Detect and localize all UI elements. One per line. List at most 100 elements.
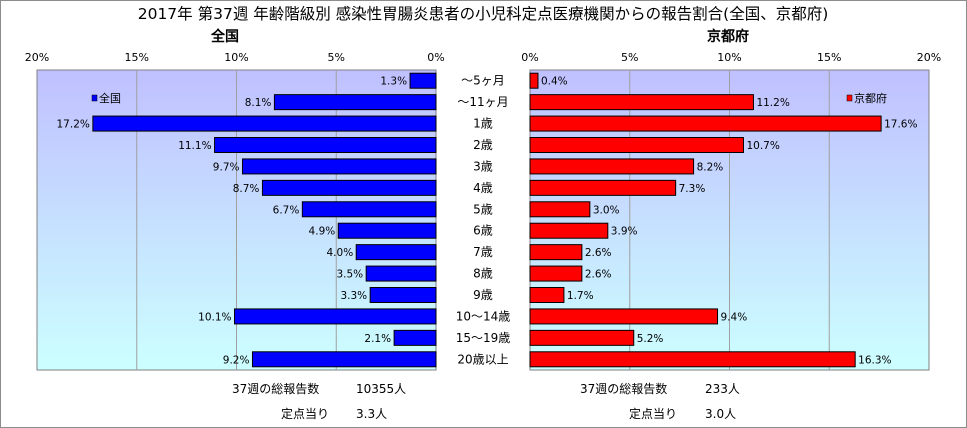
chart-title: 2017年 第37週 年齢階級別 感染性胃腸炎患者の小児科定点医療機関からの報告… <box>138 5 829 23</box>
left-bar <box>234 308 437 325</box>
right-data-label: 3.9% <box>611 226 638 238</box>
right-tick-label: 10% <box>717 51 741 64</box>
right-tick-label: 15% <box>817 51 841 64</box>
left-bar <box>251 351 437 368</box>
left-tick-label: 15% <box>125 51 149 64</box>
left-data-label: 10.1% <box>198 311 231 323</box>
right-data-label: 5.2% <box>637 333 664 345</box>
category-label: 5歳 <box>473 202 493 216</box>
nation-total-value: 10355人 <box>356 382 406 396</box>
left-bar <box>301 201 437 218</box>
right-bar <box>529 244 583 261</box>
left-data-label: 11.1% <box>178 140 211 152</box>
category-label: 2歳 <box>473 138 493 152</box>
kyoto-per-value: 3.0人 <box>705 407 736 421</box>
right-data-label: 3.0% <box>593 204 620 216</box>
right-data-label: 9.4% <box>721 311 748 323</box>
left-bar <box>337 222 437 239</box>
right-data-label: 2.6% <box>585 269 612 281</box>
right-tick-label: 5% <box>621 51 638 64</box>
left-bar <box>214 137 437 153</box>
left-bar <box>365 265 437 282</box>
left-tick-label: 0% <box>427 51 444 64</box>
category-label: 3歳 <box>473 159 493 173</box>
right-bar <box>529 94 754 111</box>
left-bar <box>92 115 437 132</box>
right-bar <box>529 179 677 196</box>
left-data-label: 9.7% <box>213 161 240 173</box>
left-legend-swatch <box>91 94 98 102</box>
category-label: 10～14歳 <box>456 309 511 323</box>
category-label: 7歳 <box>473 245 493 259</box>
left-data-label: 6.7% <box>273 204 300 216</box>
left-data-label: 2.1% <box>364 333 391 345</box>
nation-per-label: 定点当り <box>281 406 329 421</box>
right-bar <box>529 137 744 153</box>
right-data-label: 17.6% <box>884 119 917 131</box>
right-data-label: 16.3% <box>858 354 891 366</box>
right-bar <box>529 265 583 282</box>
left-data-label: 3.3% <box>340 290 367 302</box>
category-label: 6歳 <box>473 224 493 238</box>
right-panel-title: 京都府 <box>707 28 749 45</box>
category-label: 8歳 <box>473 267 493 281</box>
right-bar <box>529 287 565 303</box>
category-label: 20歳以上 <box>457 352 508 366</box>
left-tick-label: 20% <box>25 51 49 64</box>
nation-per-value: 3.3人 <box>356 407 387 421</box>
kyoto-per-label: 定点当り <box>629 406 677 421</box>
left-bar <box>393 329 437 346</box>
kyoto-total-value: 233人 <box>705 382 740 396</box>
category-label: 15～19歳 <box>456 331 511 345</box>
right-bar <box>529 308 719 325</box>
category-label: 4歳 <box>473 181 493 195</box>
left-legend-label: 全国 <box>99 91 121 105</box>
right-legend: 京都府 <box>846 91 887 105</box>
left-legend: 全国 <box>91 91 121 105</box>
kyoto-total-label: 37週の総報告数 <box>580 381 667 396</box>
category-label: ～11ヶ月 <box>457 95 508 109</box>
right-bar <box>529 222 609 239</box>
left-bar <box>273 94 437 111</box>
left-data-label: 8.7% <box>233 183 260 195</box>
left-data-label: 1.3% <box>380 76 407 88</box>
right-bar <box>529 158 695 175</box>
left-data-label: 4.0% <box>327 247 354 259</box>
right-data-label: 10.7% <box>746 140 779 152</box>
nation-total-label: 37週の総報告数 <box>232 381 319 396</box>
left-bar <box>409 72 437 89</box>
right-data-label: 7.3% <box>679 183 706 195</box>
left-bar <box>261 179 437 196</box>
left-data-label: 9.2% <box>223 354 250 366</box>
right-data-label: 0.4% <box>541 76 568 88</box>
right-tick-label: 0% <box>521 51 538 64</box>
footer-left: 37週の総報告数 10355人 定点当り 3.3人 <box>232 381 406 421</box>
category-label: 1歳 <box>473 117 493 131</box>
footer-right: 37週の総報告数 233人 定点当り 3.0人 <box>580 381 740 421</box>
right-data-label: 1.7% <box>567 290 594 302</box>
left-panel-title: 全国 <box>210 28 239 45</box>
left-tick-label: 5% <box>328 51 345 64</box>
left-data-label: 3.5% <box>336 269 363 281</box>
right-data-label: 11.2% <box>756 97 789 109</box>
right-legend-label: 京都府 <box>854 91 887 105</box>
right-bar <box>529 72 539 89</box>
left-bar <box>241 158 437 175</box>
right-bar <box>529 201 591 218</box>
right-data-label: 2.6% <box>585 247 612 259</box>
right-bar <box>529 329 635 346</box>
right-tick-label: 20% <box>917 51 941 64</box>
right-legend-swatch <box>846 94 853 102</box>
left-tick-label: 10% <box>224 51 248 64</box>
left-data-label: 17.2% <box>57 119 90 131</box>
category-label: 9歳 <box>473 288 493 302</box>
left-data-label: 8.1% <box>245 97 272 109</box>
left-data-label: 4.9% <box>309 226 336 238</box>
right-bar <box>529 115 882 132</box>
right-bar <box>529 351 856 368</box>
left-bar <box>355 244 437 261</box>
right-data-label: 8.2% <box>697 161 724 173</box>
category-label: ～5ヶ月 <box>461 74 505 88</box>
left-bar <box>369 287 437 303</box>
